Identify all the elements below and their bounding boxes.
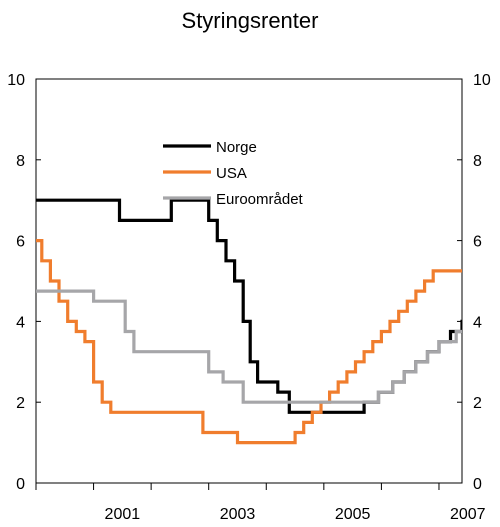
series-line-euroomr-det [36, 289, 462, 404]
y-tick-label-left: 10 [7, 72, 25, 89]
y-tick-label-left: 0 [16, 476, 25, 493]
x-axis: 2001 2003 2005 2007 [35, 483, 486, 523]
legend-label: Norge [216, 139, 257, 156]
y-axis-right: 0 2 4 6 8 10 [457, 72, 491, 493]
chart-title: Styringsrenter [182, 8, 319, 33]
y-tick-label-left: 4 [16, 314, 25, 331]
y-tick-label-left: 8 [16, 153, 25, 170]
y-tick-label-right: 6 [473, 234, 482, 251]
y-axis-left: 0 2 4 6 8 10 [7, 72, 41, 493]
x-tick-label: 2005 [335, 506, 371, 523]
legend: Norge USA Euroområdet [163, 139, 304, 208]
y-tick-label-right: 8 [473, 153, 482, 170]
y-tick-label-right: 4 [473, 314, 482, 331]
x-tick-label: 2003 [220, 506, 256, 523]
plot-frame [35, 78, 463, 484]
series-line-norge [36, 198, 462, 414]
series-line-usa [36, 239, 462, 445]
x-tick-label: 2007 [450, 506, 486, 523]
y-tick-label-left: 2 [16, 395, 25, 412]
legend-label: USA [216, 165, 247, 182]
series-layer [36, 198, 462, 445]
y-tick-label-left: 6 [16, 234, 25, 251]
y-tick-label-right: 2 [473, 395, 482, 412]
y-tick-label-right: 0 [473, 476, 482, 493]
legend-label: Euroområdet [216, 191, 304, 208]
y-tick-label-right: 10 [473, 72, 491, 89]
x-tick-label: 2001 [105, 506, 141, 523]
